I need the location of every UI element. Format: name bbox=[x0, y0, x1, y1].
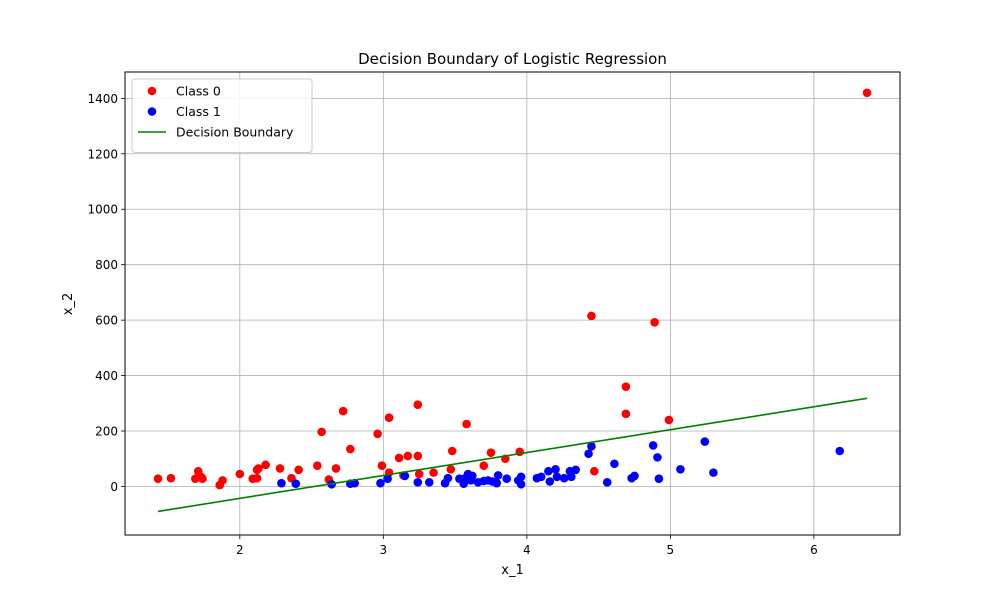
legend-marker-class-1 bbox=[147, 107, 157, 116]
point-class-0 bbox=[338, 406, 348, 416]
point-class-1 bbox=[630, 471, 639, 481]
point-class-0 bbox=[377, 461, 387, 470]
x-tick-label: 5 bbox=[667, 543, 675, 557]
point-class-1 bbox=[492, 478, 502, 488]
point-class-0 bbox=[235, 469, 245, 479]
x-tick-label: 6 bbox=[810, 543, 818, 557]
point-class-0 bbox=[590, 466, 599, 476]
point-class-0 bbox=[429, 468, 438, 477]
x-tick-label: 4 bbox=[523, 543, 531, 557]
point-class-0 bbox=[373, 429, 382, 439]
point-class-1 bbox=[551, 464, 560, 474]
x-tick-label: 2 bbox=[236, 543, 244, 557]
y-axis-label: x_2 bbox=[61, 293, 76, 315]
point-class-0 bbox=[166, 473, 176, 483]
legend-label-class-1: Class 1 bbox=[176, 104, 221, 119]
y-tick-label: 1200 bbox=[87, 147, 118, 161]
point-class-0 bbox=[384, 413, 394, 423]
point-class-0 bbox=[446, 464, 456, 474]
point-class-0 bbox=[218, 476, 227, 485]
point-class-1 bbox=[291, 479, 301, 489]
point-class-1 bbox=[383, 474, 392, 484]
point-class-1 bbox=[602, 478, 612, 487]
legend: Class 0 Class 1 Decision Boundary bbox=[131, 78, 313, 153]
point-class-1 bbox=[516, 479, 526, 489]
point-class-0 bbox=[447, 446, 457, 456]
point-class-1 bbox=[610, 459, 619, 469]
point-class-1 bbox=[587, 441, 596, 451]
point-class-1 bbox=[413, 478, 423, 487]
point-class-0 bbox=[294, 465, 303, 475]
point-class-1 bbox=[424, 478, 434, 487]
point-class-1 bbox=[559, 473, 569, 483]
point-class-1 bbox=[277, 478, 286, 488]
point-class-1 bbox=[654, 474, 664, 484]
legend-box bbox=[131, 78, 313, 153]
legend-label-class-0: Class 0 bbox=[176, 84, 221, 99]
grid bbox=[125, 72, 900, 535]
point-class-0 bbox=[479, 461, 489, 470]
point-class-1 bbox=[571, 465, 580, 475]
y-tick-label: 600 bbox=[95, 314, 118, 328]
point-class-0 bbox=[413, 400, 423, 409]
point-class-1 bbox=[700, 437, 710, 446]
plot-data bbox=[153, 88, 872, 513]
point-class-0 bbox=[331, 464, 341, 473]
legend-marker-class-0 bbox=[147, 86, 157, 96]
point-class-1 bbox=[502, 474, 512, 484]
point-class-0 bbox=[650, 318, 659, 327]
point-class-1 bbox=[516, 472, 526, 482]
point-class-1 bbox=[648, 441, 658, 450]
y-tick-label: 1400 bbox=[87, 92, 118, 106]
point-class-0 bbox=[346, 444, 355, 454]
y-tick-label: 400 bbox=[95, 369, 118, 383]
x-axis-label: x_1 bbox=[501, 563, 523, 578]
point-class-1 bbox=[443, 473, 453, 483]
point-class-0 bbox=[486, 448, 496, 457]
point-class-1 bbox=[835, 446, 845, 456]
point-class-0 bbox=[198, 474, 207, 484]
chart-title: Decision Boundary of Logistic Regression bbox=[358, 50, 667, 68]
point-class-0 bbox=[664, 415, 674, 425]
point-class-0 bbox=[403, 451, 413, 461]
point-class-0 bbox=[252, 473, 262, 483]
x-tick-label: 3 bbox=[380, 543, 388, 557]
point-class-1 bbox=[544, 466, 553, 476]
point-class-1 bbox=[400, 471, 410, 481]
point-class-0 bbox=[414, 469, 424, 479]
point-class-0 bbox=[261, 460, 270, 470]
point-class-0 bbox=[317, 427, 326, 437]
point-class-1 bbox=[545, 477, 555, 486]
point-class-0 bbox=[153, 474, 163, 484]
point-class-1 bbox=[493, 471, 503, 480]
point-class-1 bbox=[376, 478, 385, 488]
y-tick-label: 1000 bbox=[87, 203, 118, 217]
point-class-1 bbox=[468, 471, 477, 481]
point-class-0 bbox=[394, 453, 404, 463]
point-class-0 bbox=[862, 88, 872, 98]
point-class-1 bbox=[552, 472, 562, 482]
point-class-1 bbox=[567, 472, 576, 482]
point-class-0 bbox=[275, 464, 285, 473]
point-class-1 bbox=[676, 464, 685, 474]
point-class-0 bbox=[621, 409, 631, 419]
y-tick-label: 200 bbox=[95, 425, 118, 439]
legend-label-decision-boundary: Decision Boundary bbox=[176, 125, 294, 140]
y-tick-label: 800 bbox=[95, 258, 118, 272]
y-tick-label: 0 bbox=[110, 480, 118, 494]
point-class-0 bbox=[462, 419, 471, 429]
point-class-1 bbox=[536, 472, 546, 482]
axes-frame bbox=[124, 71, 901, 536]
point-class-0 bbox=[254, 464, 263, 473]
point-class-0 bbox=[621, 382, 631, 391]
point-class-1 bbox=[584, 449, 593, 459]
point-class-1 bbox=[709, 468, 718, 477]
point-class-1 bbox=[653, 453, 662, 462]
point-class-0 bbox=[413, 451, 423, 461]
point-class-0 bbox=[587, 311, 596, 321]
axis-ticks: 2 3 4 5 6 0 200 400 600 800 1000 1200 1400 bbox=[87, 92, 817, 557]
decision-boundary-line bbox=[157, 397, 868, 513]
point-class-0 bbox=[313, 461, 322, 470]
